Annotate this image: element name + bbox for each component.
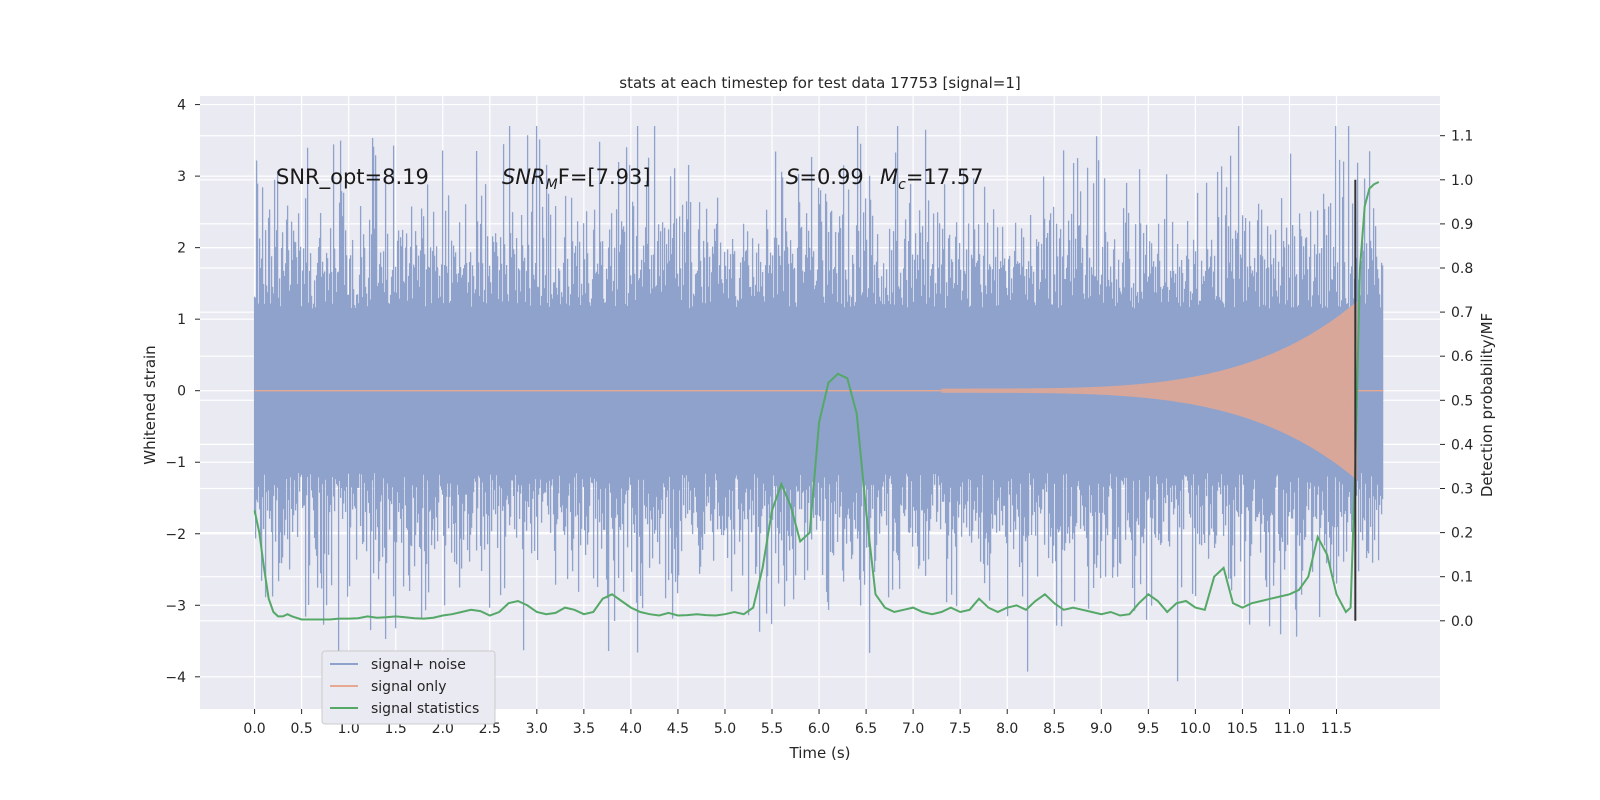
x-tick-label: 2.0 <box>432 721 454 737</box>
x-tick-label: 8.5 <box>1043 721 1065 737</box>
y2-tick-label: 1.1 <box>1451 129 1473 145</box>
x-tick-label: 5.5 <box>761 721 783 737</box>
annotation-snr-mf-value: F=[7.93] <box>558 165 651 189</box>
annotation-mc-value: =17.57 <box>906 165 984 189</box>
x-tick-label: 4.0 <box>620 721 642 737</box>
x-tick-label: 2.5 <box>479 721 501 737</box>
x-tick-label: 5.0 <box>714 721 736 737</box>
x-tick-label: 6.0 <box>808 721 830 737</box>
y2-tick-label: 0.9 <box>1451 217 1473 233</box>
annotation-s: S=0.99 <box>786 165 864 189</box>
y-tick-label: 3 <box>177 169 186 185</box>
chart-title: stats at each timestep for test data 177… <box>619 74 1020 92</box>
y-tick-label: 4 <box>177 98 186 114</box>
y2-tick-label: 0.5 <box>1451 393 1473 409</box>
annotation-s-label: S <box>786 165 799 189</box>
y-tick-label: −1 <box>165 455 186 471</box>
annotation-snr-mf-label: SNR <box>502 165 546 189</box>
y-tick-label: 1 <box>177 312 186 328</box>
legend-label-signal-noise: signal+ noise <box>371 657 466 673</box>
y2-tick-label: 0.8 <box>1451 261 1473 277</box>
legend-label-signal-statistics: signal statistics <box>371 701 479 717</box>
y2-tick-label: 0.4 <box>1451 437 1473 453</box>
x-tick-label: 11.0 <box>1274 721 1305 737</box>
series-signal-statistics <box>253 181 1380 621</box>
y2-tick-label: 1.0 <box>1451 173 1473 189</box>
y2-tick-label: 0.7 <box>1451 305 1473 321</box>
x-tick-label: 1.0 <box>338 721 360 737</box>
legend: signal+ noise signal only signal statist… <box>321 650 496 725</box>
x-tick-label: 11.5 <box>1321 721 1352 737</box>
y2-tick-label: 0.2 <box>1451 526 1473 542</box>
annotation-mc-sub: c <box>898 177 906 193</box>
annotation-snr-opt: SNR_opt=8.19 <box>276 165 429 190</box>
x-tick-label: 6.5 <box>855 721 877 737</box>
x-tick-label: 3.5 <box>573 721 595 737</box>
y-tick-label: −2 <box>165 527 186 543</box>
legend-label-signal-only: signal only <box>371 679 446 695</box>
annotation-snr-mf: SNRMF=[7.93] <box>502 165 651 193</box>
x-tick-label: 8.0 <box>996 721 1018 737</box>
signal-statistics-line <box>253 181 1380 621</box>
x-tick-label: 7.5 <box>949 721 971 737</box>
x-tick-label: 1.5 <box>385 721 407 737</box>
annotation-s-value: =0.99 <box>799 165 863 189</box>
y2-tick-label: 0.0 <box>1451 614 1473 630</box>
x-tick-label: 9.0 <box>1090 721 1112 737</box>
y2-axis-ticks: 1.1 1.0 0.9 0.8 0.7 0.6 0.5 0.4 0.3 0.2 0.1 0.0 <box>1440 129 1473 630</box>
annotation-mc: Mc=17.57 <box>880 165 984 193</box>
x-tick-label: 3.0 <box>526 721 548 737</box>
x-tick-label: 9.5 <box>1137 721 1159 737</box>
x-tick-label: 10.0 <box>1180 721 1211 737</box>
y2-axis-label: Detection probability/MF <box>1478 313 1496 497</box>
x-tick-label: 10.5 <box>1227 721 1258 737</box>
x-axis-label: Time (s) <box>789 744 851 762</box>
y-axis-label: Whitened strain <box>141 345 159 464</box>
x-tick-label: 0.0 <box>243 721 265 737</box>
annotation-mc-label: M <box>880 165 898 189</box>
legend-box <box>321 650 496 725</box>
y-tick-label: −3 <box>165 598 186 614</box>
y2-tick-label: 0.6 <box>1451 349 1473 365</box>
y2-tick-label: 0.1 <box>1451 570 1473 586</box>
y-axis-ticks: 4 3 2 1 0 −1 −2 −3 −4 <box>165 98 200 686</box>
y-tick-label: 2 <box>177 241 186 257</box>
x-tick-label: 0.5 <box>290 721 312 737</box>
x-tick-label: 7.0 <box>902 721 924 737</box>
x-tick-label: 4.5 <box>667 721 689 737</box>
y2-tick-label: 0.3 <box>1451 481 1473 497</box>
y-tick-label: 0 <box>177 384 186 400</box>
signal-only-chirp <box>941 301 1358 481</box>
y-tick-label: −4 <box>165 670 186 686</box>
annotation-snr-mf-sub: M <box>546 177 558 193</box>
